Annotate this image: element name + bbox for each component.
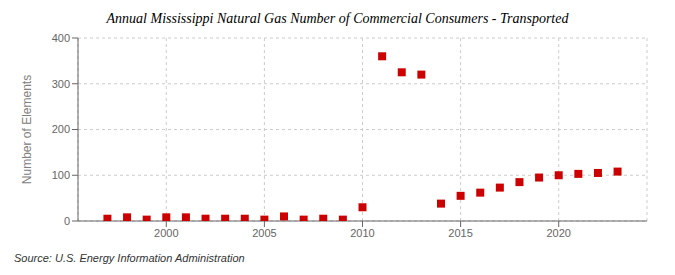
- html-text:Annual Mississippi Natural Gas: Annual Mississippi Natural Gas Number of…: [106, 11, 569, 26]
- html-text:Source: U.S. Energy Informatio: Source: U.S. Energy Information Administ…: [14, 252, 245, 264]
- svg-text:400: 400: [52, 32, 70, 44]
- svg-text:2010: 2010: [350, 227, 374, 239]
- svg-text:2000: 2000: [154, 227, 178, 239]
- svg-text:2015: 2015: [448, 227, 472, 239]
- svg-text:0: 0: [64, 215, 70, 227]
- svg-text:100: 100: [52, 169, 70, 181]
- svg-text:2020: 2020: [546, 227, 570, 239]
- svg-text:300: 300: [52, 78, 70, 90]
- svg-text:2005: 2005: [252, 227, 276, 239]
- svg-text:200: 200: [52, 123, 70, 135]
- svg-text:Number of Elements: Number of Elements: [20, 75, 34, 184]
